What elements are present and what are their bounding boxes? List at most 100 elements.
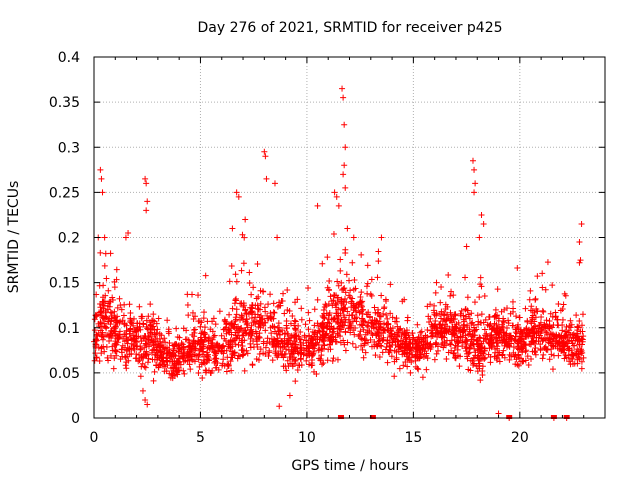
data-point [466, 330, 473, 337]
data-point [559, 321, 566, 328]
data-point [228, 325, 235, 332]
data-point [409, 336, 416, 343]
y-tick-label: 0.3 [58, 140, 80, 156]
data-point [492, 336, 499, 343]
data-point [569, 360, 576, 367]
data-point [438, 328, 445, 335]
data-point [291, 317, 298, 324]
data-point [292, 357, 299, 364]
data-point [284, 287, 291, 294]
data-point [150, 323, 157, 330]
data-point-outlier [139, 387, 146, 394]
data-point [344, 339, 351, 346]
data-point [471, 360, 478, 367]
data-point [539, 270, 546, 277]
data-point [225, 362, 232, 369]
data-point [273, 340, 280, 347]
data-point [148, 349, 155, 356]
data-point [509, 298, 516, 305]
x-tick-label: 20 [511, 430, 529, 446]
data-point [532, 351, 539, 358]
data-point [261, 304, 268, 311]
data-point [432, 289, 439, 296]
data-point-outlier [378, 234, 385, 241]
data-point [209, 328, 216, 335]
data-point [235, 323, 242, 330]
data-point [303, 352, 310, 359]
data-point [308, 360, 315, 367]
x-tick-label: 10 [298, 430, 316, 446]
data-point [338, 279, 345, 286]
data-point [246, 269, 253, 276]
data-point [471, 299, 478, 306]
data-point [460, 322, 467, 329]
data-point [481, 292, 488, 299]
data-point [360, 318, 367, 325]
data-point [576, 317, 583, 324]
x-axis-label: GPS time / hours [291, 458, 408, 474]
data-point [233, 311, 240, 318]
data-point [428, 333, 435, 340]
data-point [284, 306, 291, 313]
data-point [505, 317, 512, 324]
data-point [315, 347, 322, 354]
data-point [561, 346, 568, 353]
data-point [427, 315, 434, 322]
data-point [122, 331, 129, 338]
data-point [387, 327, 394, 334]
data-point [482, 332, 489, 339]
data-point [435, 347, 442, 354]
data-point [560, 334, 567, 341]
data-point [339, 322, 346, 329]
data-point [446, 340, 453, 347]
data-point [97, 304, 104, 311]
data-point [186, 361, 193, 368]
data-point [165, 328, 172, 335]
data-point [230, 350, 237, 357]
data-point [204, 345, 211, 352]
data-point [580, 354, 587, 361]
data-point [257, 287, 264, 294]
data-point-outlier [469, 157, 476, 164]
data-point-outlier [331, 189, 338, 196]
data-point [544, 259, 551, 266]
data-point [139, 360, 146, 367]
data-point [140, 334, 147, 341]
data-point [463, 344, 470, 351]
data-point [197, 346, 204, 353]
data-point [568, 321, 575, 328]
data-point [93, 354, 100, 361]
data-point [303, 337, 310, 344]
data-point [126, 301, 133, 308]
data-point [143, 341, 150, 348]
data-point [487, 359, 494, 366]
data-point [208, 369, 215, 376]
data-point [364, 290, 371, 297]
y-tick-label: 0.2 [58, 231, 80, 247]
data-point [475, 321, 482, 328]
data-point [129, 320, 136, 327]
data-point [512, 326, 519, 333]
data-point [254, 261, 261, 268]
data-point [196, 363, 203, 370]
data-point [98, 333, 105, 340]
data-point [358, 342, 365, 349]
data-point [270, 300, 277, 307]
data-point [180, 345, 187, 352]
data-point [579, 311, 586, 318]
data-point [467, 357, 474, 364]
data-point [522, 348, 529, 355]
data-point [478, 311, 485, 318]
data-point [351, 277, 358, 284]
data-point [414, 321, 421, 328]
data-point [257, 300, 264, 307]
axis-tick-labels: 0 5 10 15 20 0 0.05 0.1 0.15 0.2 0.25 0.3 0.35 0.4 [49, 50, 529, 446]
data-point [229, 337, 236, 344]
data-point [347, 321, 354, 328]
data-point [200, 315, 207, 322]
data-point [92, 350, 99, 357]
data-point [199, 374, 206, 381]
data-point [403, 336, 410, 343]
x-tick-label: 5 [196, 430, 205, 446]
data-point [528, 320, 535, 327]
